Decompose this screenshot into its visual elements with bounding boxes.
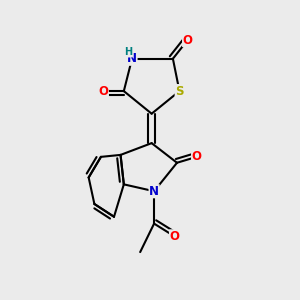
Text: N: N [149, 185, 159, 198]
Text: O: O [192, 150, 202, 164]
Text: S: S [175, 85, 184, 98]
Text: O: O [169, 230, 179, 243]
Text: O: O [183, 34, 193, 46]
Text: H: H [124, 47, 132, 57]
Text: N: N [127, 52, 137, 65]
Text: O: O [98, 85, 108, 98]
